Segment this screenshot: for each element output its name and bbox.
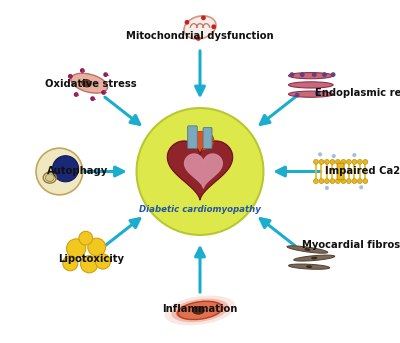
Circle shape [319, 159, 324, 164]
Ellipse shape [164, 296, 236, 325]
Circle shape [352, 179, 357, 184]
Circle shape [74, 92, 78, 97]
Circle shape [36, 148, 83, 195]
Circle shape [314, 159, 318, 164]
Text: Diabetic cardiomyopathy: Diabetic cardiomyopathy [139, 205, 261, 214]
Text: Autophagy: Autophagy [47, 166, 109, 177]
Ellipse shape [184, 16, 216, 39]
Circle shape [346, 179, 351, 184]
Circle shape [211, 24, 216, 29]
Circle shape [352, 159, 357, 164]
Text: Endoplasmic reticulum stress: Endoplasmic reticulum stress [315, 87, 400, 98]
Ellipse shape [192, 307, 204, 314]
Circle shape [324, 159, 329, 164]
Circle shape [290, 72, 294, 77]
Ellipse shape [71, 73, 108, 93]
Circle shape [363, 159, 368, 164]
Ellipse shape [288, 73, 333, 79]
Circle shape [336, 159, 340, 164]
Circle shape [324, 179, 329, 184]
Circle shape [68, 74, 73, 79]
Circle shape [201, 15, 206, 20]
Text: Impaired Ca2+ handing: Impaired Ca2+ handing [325, 166, 400, 177]
Circle shape [79, 231, 93, 245]
Circle shape [358, 159, 362, 164]
Circle shape [330, 179, 335, 184]
Circle shape [295, 93, 300, 98]
Circle shape [300, 72, 305, 77]
Circle shape [184, 20, 189, 25]
Circle shape [346, 159, 351, 164]
Circle shape [315, 91, 320, 96]
Circle shape [359, 185, 363, 189]
Ellipse shape [288, 91, 333, 97]
Circle shape [332, 154, 336, 158]
Text: Oxidative stress: Oxidative stress [45, 79, 136, 89]
Circle shape [341, 179, 346, 184]
Ellipse shape [311, 257, 317, 259]
Text: Mitochondrial dysfunction: Mitochondrial dysfunction [126, 31, 274, 41]
Polygon shape [184, 154, 222, 188]
Ellipse shape [172, 298, 228, 322]
Circle shape [314, 179, 318, 184]
Circle shape [330, 159, 335, 164]
Circle shape [352, 153, 356, 157]
Circle shape [80, 68, 85, 73]
Circle shape [331, 72, 336, 77]
Circle shape [196, 36, 201, 41]
Ellipse shape [178, 301, 222, 319]
Circle shape [90, 96, 95, 101]
Circle shape [101, 90, 106, 95]
FancyBboxPatch shape [188, 126, 197, 149]
Ellipse shape [45, 174, 54, 181]
Text: Myocardial fibrosis: Myocardial fibrosis [302, 240, 400, 250]
Circle shape [81, 256, 98, 273]
Circle shape [312, 72, 317, 77]
Circle shape [363, 179, 368, 184]
Circle shape [322, 72, 327, 77]
Text: Inflammation: Inflammation [162, 304, 238, 314]
Circle shape [358, 179, 362, 184]
Circle shape [336, 179, 340, 184]
Polygon shape [168, 141, 232, 200]
Ellipse shape [306, 265, 312, 268]
Ellipse shape [82, 79, 91, 87]
Circle shape [103, 72, 108, 77]
Circle shape [66, 239, 86, 258]
Circle shape [325, 186, 329, 190]
FancyBboxPatch shape [337, 163, 344, 180]
Ellipse shape [189, 131, 214, 150]
Circle shape [63, 256, 78, 271]
Circle shape [136, 108, 264, 235]
Circle shape [95, 254, 110, 269]
Text: Lipotoxicity: Lipotoxicity [58, 254, 124, 264]
Circle shape [318, 152, 322, 156]
Ellipse shape [288, 82, 333, 88]
Circle shape [319, 179, 324, 184]
Circle shape [88, 238, 106, 256]
Ellipse shape [304, 248, 310, 251]
Circle shape [52, 156, 78, 182]
Circle shape [341, 159, 346, 164]
Ellipse shape [288, 264, 330, 269]
FancyBboxPatch shape [203, 128, 212, 149]
Ellipse shape [176, 300, 224, 320]
Ellipse shape [294, 255, 335, 261]
Ellipse shape [287, 246, 328, 253]
